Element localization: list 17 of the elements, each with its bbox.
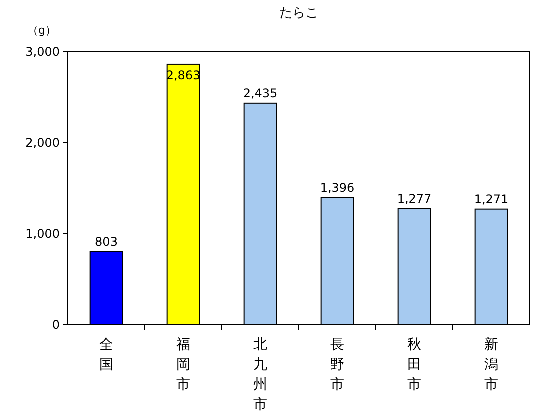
y-tick-label: 3,000 — [26, 45, 60, 59]
y-axis-title: （g） — [28, 24, 56, 37]
x-tick-label: 全国 — [100, 337, 114, 373]
y-tick-label: 1,000 — [26, 227, 60, 241]
data-label: 1,271 — [474, 192, 509, 206]
data-label: 1,277 — [397, 192, 432, 206]
x-tick-label: 新潟市 — [484, 337, 498, 393]
data-label: 2,435 — [243, 86, 278, 100]
y-tick-label: 2,000 — [26, 136, 60, 150]
x-tick-label: 北九州市 — [254, 337, 268, 413]
y-tick-label: 0 — [52, 318, 60, 332]
data-label: 803 — [95, 234, 118, 249]
data-label: 1,396 — [320, 180, 355, 195]
x-tick-label: 福岡市 — [176, 337, 190, 393]
x-tick-label: 秋田市 — [408, 337, 422, 393]
x-tick-label: 長野市 — [330, 337, 344, 393]
chart-title: たらこ — [280, 6, 318, 21]
